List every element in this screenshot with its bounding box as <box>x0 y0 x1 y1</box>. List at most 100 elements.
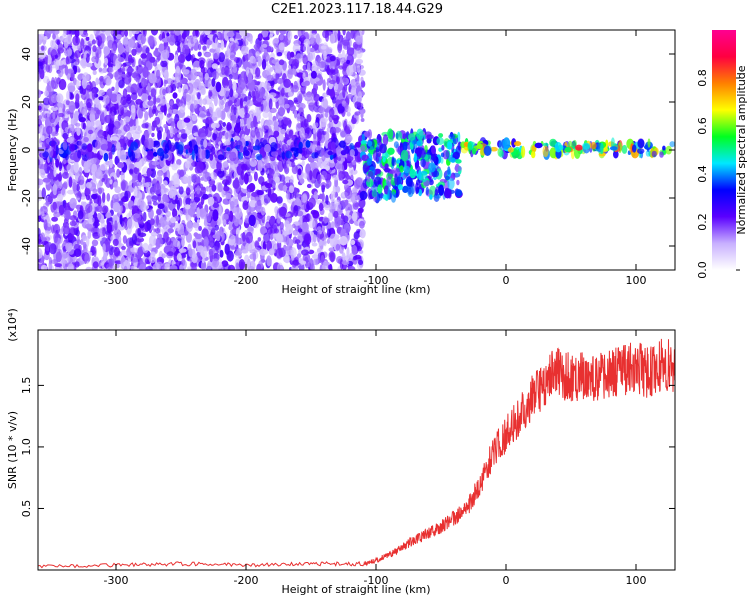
spectrogram-cell <box>183 144 191 150</box>
spectrogram-cell <box>441 144 445 151</box>
spectrogram-cell <box>382 157 386 163</box>
spectrogram-cell <box>434 189 439 196</box>
spectrogram-cell <box>431 145 436 155</box>
spectrogram-cell <box>300 260 307 265</box>
spectrogram-cell <box>346 112 351 117</box>
spectrogram-cell <box>106 222 113 234</box>
spectrogram-cell <box>73 161 79 173</box>
spectrogram-cell <box>296 90 303 103</box>
spectrogram-cell <box>213 240 221 251</box>
spectrogram-cell <box>123 116 131 123</box>
spectrogram-cell <box>142 242 149 254</box>
spectrogram-cell <box>291 223 296 229</box>
spectrogram-cell <box>67 263 75 270</box>
spectrogram-cell <box>296 103 301 108</box>
spectrogram-cell <box>241 45 249 56</box>
spectrogram-cell <box>315 33 321 45</box>
spectrogram-cell <box>229 210 234 222</box>
spectrogram-cell <box>253 247 261 253</box>
spectrogram-cell <box>42 151 49 158</box>
spectrogram-cell <box>155 227 161 234</box>
spectrogram-cell <box>340 130 347 138</box>
spectrogram-cell <box>199 33 205 45</box>
spectrogram-cell <box>282 184 288 192</box>
spectrogram-cell <box>65 69 74 74</box>
spectrogram-cell <box>342 179 349 185</box>
spectrogram-cell <box>428 179 434 186</box>
spectrogram-cell <box>303 172 308 180</box>
spectrogram-cell <box>301 221 309 233</box>
spectrogram-cell <box>183 117 191 123</box>
spectrogram-cell <box>334 69 339 77</box>
spectrogram-cell <box>154 116 161 125</box>
spectrogram-cell <box>214 224 219 231</box>
spectrogram-cell <box>321 221 325 226</box>
spectrogram-cell <box>163 231 169 243</box>
spectrogram-cell <box>157 203 165 210</box>
spectrogram-cell <box>185 187 191 196</box>
spectrogram-cell <box>162 88 166 96</box>
spectrogram-cell <box>211 78 216 87</box>
spectrogram-cell <box>119 214 123 225</box>
spectrogram-cell <box>212 209 219 222</box>
spectrogram-cell <box>148 235 157 247</box>
spectrogram-cell <box>321 184 326 190</box>
spectrogram-cell <box>251 151 256 162</box>
spectrogram-cell <box>219 249 224 258</box>
spectrogram-cell <box>259 87 265 98</box>
spectrogram-cell <box>207 142 212 147</box>
spectrogram-cell <box>197 51 202 57</box>
spectrogram-cell <box>257 237 262 242</box>
spectrogram-cell <box>341 260 350 266</box>
spectrogram-cell <box>214 143 219 149</box>
spectrogram-cell <box>212 70 220 80</box>
spectrogram-cell <box>129 168 134 175</box>
spectrogram-cell <box>57 102 63 108</box>
spectrogram-cell <box>144 111 149 121</box>
spectrogram-cell <box>116 193 123 200</box>
spectrogram-cell <box>328 247 335 252</box>
spectrogram-cell <box>255 51 260 57</box>
spectrogram-cell <box>112 202 121 213</box>
spectrogram-cell <box>76 183 80 192</box>
spectrogram-cell <box>50 177 55 187</box>
spectrogram-cell <box>302 193 308 203</box>
spectrogram-cell <box>102 205 109 214</box>
spectrogram-cell <box>190 173 196 180</box>
spectrogram-cell <box>167 84 172 94</box>
spectrogram-cell <box>162 153 169 159</box>
spectrogram-cell <box>191 149 195 161</box>
spectrogram-cell <box>276 196 283 204</box>
spectrogram-cell <box>236 57 243 68</box>
spectrogram-cell <box>131 233 138 245</box>
spectrogram-cell <box>103 46 111 56</box>
spectrogram-cell <box>342 86 346 98</box>
spectrogram-cell <box>47 64 53 74</box>
spectrogram-cell <box>174 40 181 46</box>
spectrogram-cell <box>114 70 122 82</box>
spectrogram-cell <box>278 42 285 51</box>
spectrogram-cell <box>129 151 136 162</box>
spectrogram-cell <box>252 58 257 64</box>
spectrogram-cell <box>351 245 358 255</box>
spectrogram-cell <box>232 163 239 168</box>
spectrogram-cell <box>204 30 211 36</box>
spectrogram-cell <box>263 125 269 131</box>
spectrogram-cell <box>322 160 330 167</box>
spectrogram-cell <box>172 92 178 99</box>
spectrogram-cell <box>221 66 226 76</box>
spectrogram-cell <box>296 192 300 203</box>
spectrogram-cell <box>351 117 357 125</box>
spectrogram-cell <box>319 193 323 200</box>
spectrogram-cell <box>98 96 104 101</box>
spectrogram-cell <box>69 220 77 227</box>
spectrogram-cell <box>83 53 87 59</box>
spectrogram-cell <box>166 37 173 43</box>
spectrogram-cell <box>215 230 221 242</box>
spectrogram-cell <box>174 54 179 65</box>
spectrogram-cell <box>350 193 358 204</box>
spectrogram-cell <box>447 166 451 175</box>
spectrogram-cell <box>204 52 212 58</box>
spectrogram-cell <box>189 68 198 81</box>
spectrogram-cell <box>206 262 212 270</box>
